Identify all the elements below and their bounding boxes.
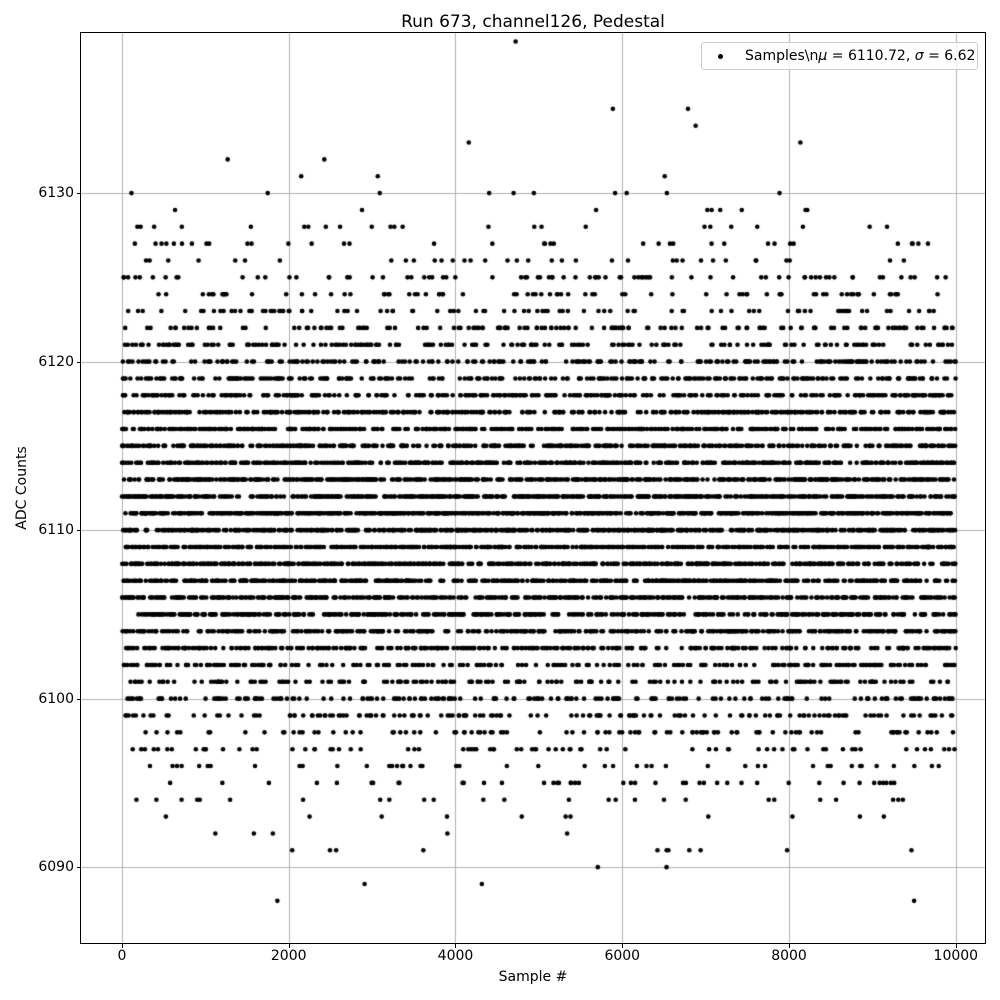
x-tick-mark <box>956 944 957 948</box>
y-tick-mark <box>77 867 81 868</box>
y-tick-mark <box>77 362 81 363</box>
legend: Samples\nμ = 6110.72, σ = 6.62 <box>701 42 978 70</box>
chart-title: Run 673, channel126, Pedestal <box>401 12 665 32</box>
x-tick-mark <box>789 944 790 948</box>
x-tick-mark <box>622 944 623 948</box>
y-tick-mark <box>77 699 81 700</box>
x-tick-mark <box>122 944 123 948</box>
y-tick-label: 6110 <box>38 522 74 539</box>
x-tick-label: 8000 <box>771 948 807 964</box>
y-tick-label: 6120 <box>38 353 74 370</box>
x-tick-label: 0 <box>117 948 127 964</box>
x-tick-label: 10000 <box>933 948 979 964</box>
x-tick-label: 6000 <box>604 948 641 964</box>
x-tick-label: 4000 <box>437 948 474 964</box>
scatter-marker-icon <box>718 53 723 59</box>
y-tick-mark <box>77 193 81 194</box>
x-tick-mark <box>455 944 456 948</box>
legend-label: Samples\nμ = 6110.72, σ = 6.62 <box>745 48 976 64</box>
y-tick-label: 6090 <box>38 859 74 876</box>
y-tick-labels: 6090 6100 6110 6120 6130 <box>0 0 74 1000</box>
x-tick-label: 2000 <box>270 948 307 964</box>
x-tick-mark <box>289 944 290 948</box>
x-axis-label: Sample # <box>498 969 568 985</box>
plot-area <box>80 32 986 944</box>
y-tick-label: 6130 <box>38 185 74 202</box>
y-tick-label: 6100 <box>38 690 74 707</box>
y-tick-mark <box>77 530 81 531</box>
scatter-canvas <box>81 33 985 943</box>
